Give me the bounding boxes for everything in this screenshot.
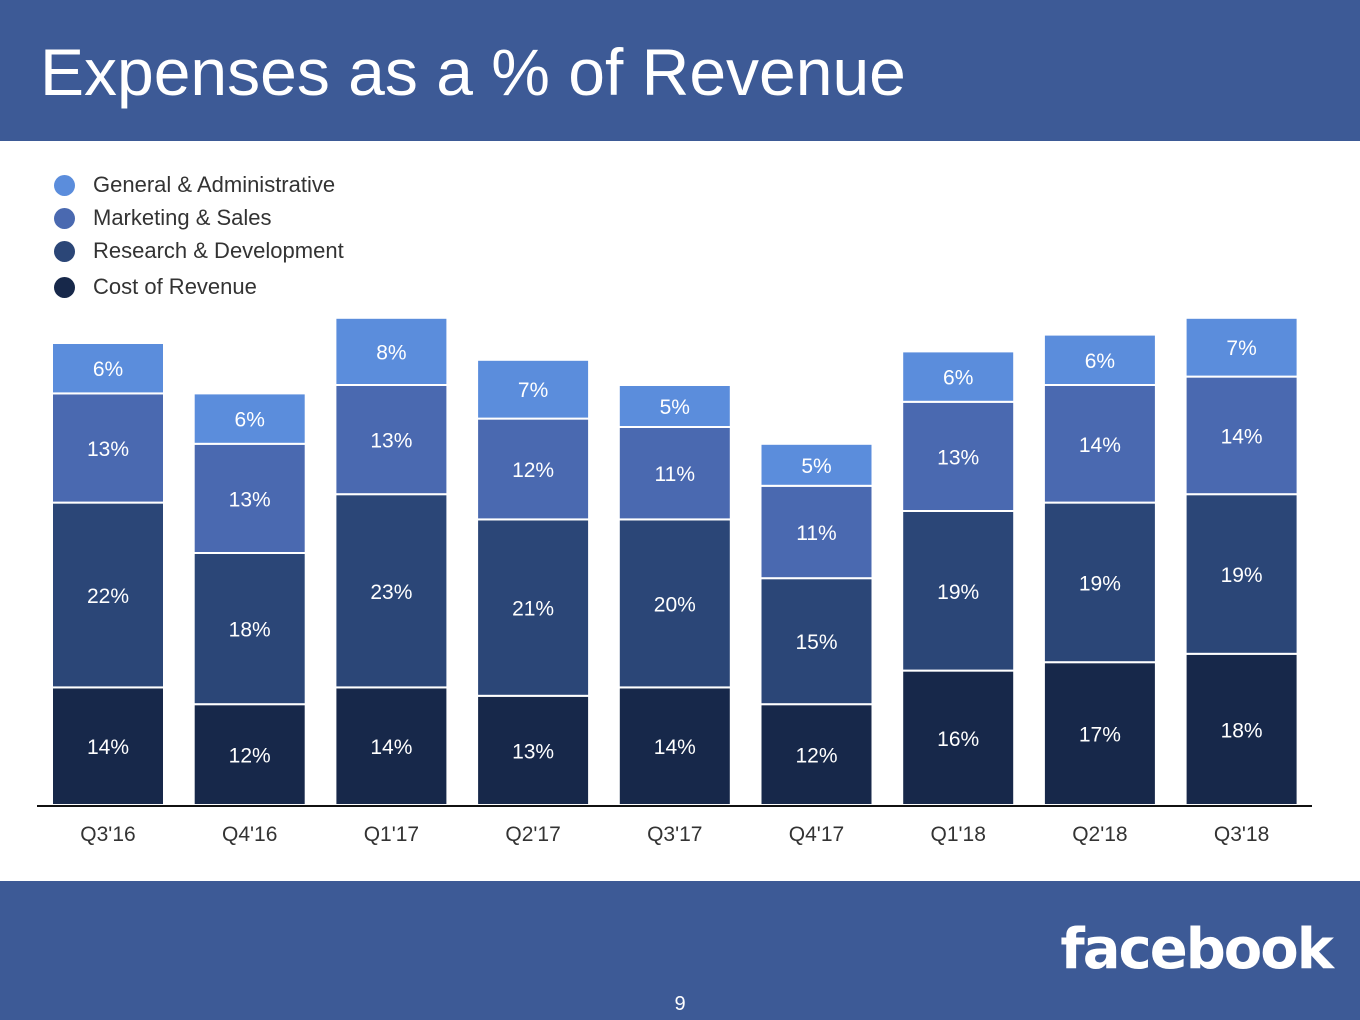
legend-label: Research & Development (93, 238, 344, 263)
bar-general-and-administrative-q2-17 (476, 358, 591, 420)
data-label: 12% (512, 459, 554, 482)
x-tick-label: Q1'18 (931, 823, 986, 846)
bar-general-and-administrative-q1-18 (901, 350, 1016, 403)
data-label: 6% (943, 367, 973, 390)
stacked-bar-chart: 14% 22% 13% 6% Q3'16 12% 18% 13% 6% Q4'16 14% 23% 13… (37, 316, 1312, 846)
data-label: 15% (795, 631, 837, 654)
x-tick-label: Q2'17 (505, 823, 560, 846)
legend-item-general-and-administrative: General & Administrative (54, 170, 394, 200)
data-label: 13% (229, 488, 271, 511)
bar-marketing-and-sales-q2-17 (476, 417, 591, 521)
legend-item-cost-of-revenue: Cost of Revenue (54, 272, 394, 302)
slide-title: Expenses as a % of Revenue (40, 35, 906, 109)
data-label: 18% (229, 619, 271, 642)
page-number: 9 (674, 993, 686, 1015)
bar-research-and-development-q2-18 (1042, 501, 1157, 664)
bar-general-and-administrative-q4-17 (759, 442, 874, 487)
bar-marketing-and-sales-q4-17 (759, 484, 874, 580)
bar-general-and-administrative-q2-18 (1042, 333, 1157, 387)
data-label: 11% (655, 463, 695, 486)
bar-cost-of-revenue-q3-17 (617, 686, 732, 807)
bar-general-and-administrative-q3-16 (51, 342, 165, 395)
bar-general-and-administrative-q1-17 (334, 316, 449, 386)
data-label: 14% (1079, 434, 1121, 457)
data-label: 23% (370, 581, 412, 604)
bar-cost-of-revenue-q1-17 (334, 686, 449, 807)
bar-research-and-development-q3-16 (51, 501, 165, 689)
data-label: 13% (87, 438, 129, 461)
data-label: 22% (87, 585, 129, 608)
data-label: 8% (376, 341, 406, 364)
data-label: 14% (654, 736, 696, 759)
legend-swatch (54, 240, 75, 262)
data-label: 12% (229, 745, 271, 768)
data-label: 6% (1085, 350, 1115, 373)
slide-footer: facebook 9 (0, 881, 1360, 1020)
data-label: 7% (1226, 337, 1256, 360)
data-label: 11% (796, 522, 836, 545)
bar-cost-of-revenue-q3-18 (1184, 652, 1299, 806)
bar-research-and-development-q1-17 (334, 493, 449, 689)
legend-item-research-and-development: Research & Development (54, 236, 394, 266)
legend-label: General & Administrative (93, 172, 336, 197)
x-tick-label: Q4'17 (789, 823, 844, 846)
data-label: 19% (1079, 572, 1121, 595)
data-label: 16% (937, 728, 979, 751)
bar-marketing-and-sales-q3-16 (51, 392, 165, 504)
bar-general-and-administrative-q3-18 (1184, 316, 1299, 378)
data-label: 14% (87, 736, 129, 759)
x-tick-label: Q3'16 (80, 823, 135, 846)
bar-research-and-development-q2-17 (476, 518, 591, 697)
data-label: 13% (937, 446, 979, 469)
data-label: 5% (801, 455, 831, 478)
bar-research-and-development-q1-18 (901, 510, 1016, 672)
bar-marketing-and-sales-q4-16 (192, 442, 307, 554)
data-label: 7% (518, 379, 548, 402)
bar-marketing-and-sales-q3-18 (1184, 375, 1299, 496)
x-tick-label: Q4'16 (222, 823, 277, 846)
bar-cost-of-revenue-q4-17 (759, 703, 874, 807)
data-label: 13% (370, 430, 412, 453)
x-tick-label: Q1'17 (364, 823, 419, 846)
legend-label: Cost of Revenue (93, 274, 257, 299)
data-label: 14% (370, 736, 412, 759)
slide-header: Expenses as a % of Revenue (0, 0, 1360, 141)
x-tick-label: Q3'18 (1214, 823, 1269, 846)
legend-label: Marketing & Sales (93, 205, 272, 230)
legend-item-marketing-and-sales: Marketing & Sales (54, 203, 394, 233)
x-tick-label: Q2'18 (1072, 823, 1127, 846)
legend-swatch (54, 174, 75, 196)
legend-swatch (54, 207, 75, 229)
facebook-logo: facebook (1060, 917, 1334, 982)
data-label: 12% (795, 745, 837, 768)
bar-marketing-and-sales-q3-17 (617, 426, 732, 521)
data-label: 20% (654, 593, 696, 616)
data-label: 6% (235, 409, 265, 432)
data-label: 6% (93, 358, 123, 381)
data-label: 21% (512, 598, 554, 621)
x-tick-label: Q3'17 (647, 823, 702, 846)
bar-research-and-development-q3-17 (617, 518, 732, 689)
bar-research-and-development-q3-18 (1184, 493, 1299, 655)
data-label: 14% (1221, 425, 1263, 448)
bar-general-and-administrative-q3-17 (617, 384, 732, 428)
bar-research-and-development-q4-16 (192, 552, 307, 706)
data-label: 13% (512, 740, 554, 763)
data-label: 19% (1221, 564, 1263, 587)
data-label: 5% (660, 396, 690, 419)
data-label: 17% (1079, 724, 1121, 747)
data-label: 18% (1221, 719, 1263, 742)
bar-general-and-administrative-q4-16 (192, 392, 307, 445)
bar-marketing-and-sales-q1-18 (901, 400, 1016, 512)
bar-cost-of-revenue-q2-18 (1042, 661, 1157, 807)
bar-cost-of-revenue-q2-17 (476, 694, 591, 806)
legend-swatch (54, 276, 75, 298)
bar-marketing-and-sales-q1-17 (334, 384, 449, 496)
data-label: 19% (937, 581, 979, 604)
